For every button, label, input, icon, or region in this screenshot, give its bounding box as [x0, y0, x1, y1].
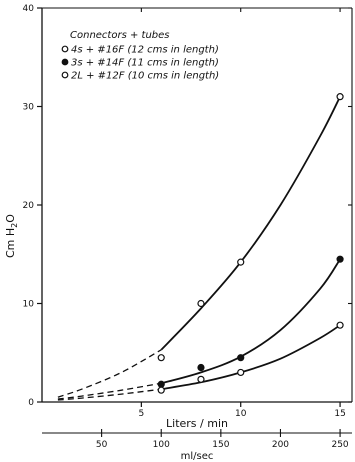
- secondary-x-axis-ticks: 50 100 150 200 250: [42, 429, 352, 450]
- series-2-point: [237, 354, 245, 362]
- y-axis-ticks: 0 10 20 30 40: [23, 4, 352, 408]
- x-tick-label: 15: [334, 409, 345, 419]
- secondary-x-axis-label: ml/sec: [181, 451, 214, 462]
- series-1-point: [336, 93, 344, 101]
- series-1-extrapolated-curve: [57, 349, 162, 398]
- y-tick-label: 10: [23, 300, 35, 310]
- y-tick-label: 20: [23, 201, 35, 211]
- series-1-point: [237, 258, 245, 266]
- y-tick-label: 0: [28, 398, 34, 408]
- series-1-fit-curve: [160, 96, 341, 351]
- y-axis-label-main: Cm: [4, 240, 17, 258]
- legend-marker-filled-circle: [61, 58, 69, 66]
- y-axis-label: Cm H2O: [4, 214, 19, 258]
- series-3-point: [336, 321, 344, 329]
- series-2-fit-curve: [160, 258, 341, 385]
- legend-title: Connectors + tubes: [70, 30, 170, 41]
- legend-entry-1: 4s + #16F (12 cms in length): [71, 45, 219, 56]
- series-2-point: [157, 380, 165, 388]
- data-points: [157, 93, 344, 394]
- series-2-point: [197, 363, 205, 372]
- legend: Connectors + tubes 4s + #16F (12 cms in …: [61, 30, 219, 82]
- series-3-point: [197, 375, 205, 383]
- series-1-point: [157, 354, 165, 362]
- x-tick-label: 5: [138, 409, 144, 419]
- x-tick-label: 10: [235, 409, 247, 419]
- legend-marker-open-circle-2: [61, 71, 69, 79]
- series-3-fit-curve: [161, 324, 341, 391]
- y-axis-label-tail: O: [4, 214, 17, 223]
- series-2-extrapolated-curve: [57, 382, 162, 400]
- legend-marker-open-circle-1: [61, 45, 69, 53]
- y-tick-label: 30: [23, 103, 35, 113]
- secondary-tick-label: 150: [212, 440, 229, 450]
- fit-curves: [57, 96, 341, 401]
- y-axis-label-h: H: [4, 228, 17, 236]
- series-3-point: [157, 386, 165, 394]
- legend-entry-2: 3s + #14F (11 cms in length): [71, 58, 219, 69]
- series-3-point: [237, 368, 245, 377]
- x-axis-label: Liters / min: [166, 417, 228, 430]
- legend-entry-3: 2L + #12F (10 cms in length): [71, 71, 219, 82]
- secondary-tick-label: 250: [331, 440, 348, 450]
- secondary-tick-label: 50: [96, 440, 108, 450]
- x-axis-ticks: 5 10 15: [138, 8, 346, 419]
- series-3-extrapolated-curve: [57, 388, 162, 401]
- y-tick-label: 40: [23, 4, 35, 14]
- series-2-point: [336, 255, 344, 263]
- series-1-point: [197, 299, 205, 308]
- secondary-tick-label: 200: [272, 440, 289, 450]
- secondary-tick-label: 100: [153, 440, 170, 450]
- y-axis-label-subscript: 2: [10, 223, 19, 228]
